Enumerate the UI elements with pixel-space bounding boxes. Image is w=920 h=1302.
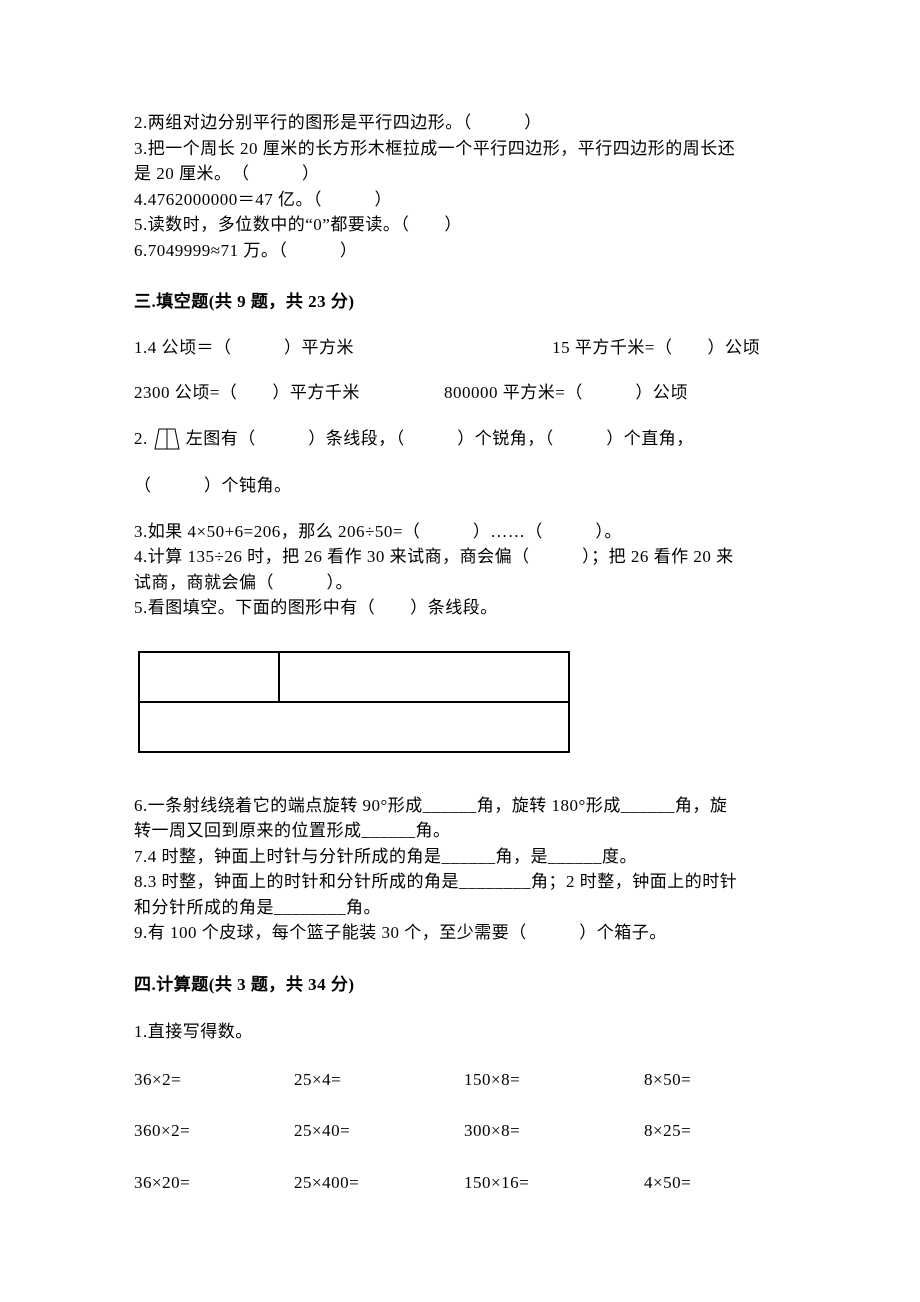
calc-cell: 150×16= — [464, 1170, 644, 1196]
calc-cell: 8×50= — [644, 1067, 784, 1093]
fill-q3-5: 3.如果 4×50+6=206，那么 206÷50=（ ）……（ ）。 4.计算… — [134, 519, 790, 621]
fill-q8-line1: 8.3 时整，钟面上的时针和分针所成的角是________角；2 时整，钟面上的… — [134, 869, 790, 895]
fill-q1b-right: 800000 平方米=（ ）公顷 — [444, 380, 688, 406]
fill-q1: 1.4 公顷＝（ ）平方米 15 平方千米=（ ）公顷 2300 公顷=（ ）平… — [134, 335, 790, 406]
fill-q4-line2: 试商，商就会偏（ ）。 — [134, 570, 790, 596]
fill-q7: 7.4 时整，钟面上时针与分针所成的角是______角，是______度。 — [134, 844, 790, 870]
calc-cell: 36×20= — [134, 1170, 294, 1196]
section4-title: 四.计算题(共 3 题，共 34 分) — [134, 972, 790, 998]
calc-cell: 25×400= — [294, 1170, 464, 1196]
calc-cell: 25×4= — [294, 1067, 464, 1093]
fill-q5: 5.看图填空。下面的图形中有（ ）条线段。 — [134, 595, 790, 621]
calc-cell: 360×2= — [134, 1118, 294, 1144]
calc-cell: 300×8= — [464, 1118, 644, 1144]
fill-q1a-left: 1.4 公顷＝（ ）平方米 — [134, 335, 354, 361]
calc-cell: 150×8= — [464, 1067, 644, 1093]
calc-cell: 8×25= — [644, 1118, 784, 1144]
fill-q9: 9.有 100 个皮球，每个篮子能装 30 个，至少需要（ ）个箱子。 — [134, 920, 790, 946]
table-cell — [139, 652, 279, 702]
figure-table — [138, 651, 570, 753]
calc-cell: 36×2= — [134, 1067, 294, 1093]
section3-title: 三.填空题(共 9 题，共 23 分) — [134, 289, 790, 315]
judge-q2: 2.两组对边分别平行的图形是平行四边形。（ ） — [134, 110, 790, 136]
page-root: 2.两组对边分别平行的图形是平行四边形。（ ） 3.把一个周长 20 厘米的长方… — [0, 0, 920, 1279]
fill-q2-line1: 2. 左图有（ ）条线段，（ ）个锐角，（ ）个直角， — [134, 426, 790, 460]
table-row — [139, 702, 569, 752]
fill-q1-row2: 2300 公顷=（ ）平方千米 800000 平方米=（ ）公顷 — [134, 380, 790, 406]
judge-q6: 6.7049999≈71 万。（ ） — [134, 238, 790, 264]
judge-q3-line1: 3.把一个周长 20 厘米的长方形木框拉成一个平行四边形，平行四边形的周长还 — [134, 136, 790, 162]
fill-q2-prefix: 2. — [134, 426, 148, 452]
calc-grid: 36×2= 25×4= 150×8= 8×50= 360×2= 25×40= 3… — [134, 1067, 790, 1196]
fill-q2-text-a: 左图有（ ）条线段，（ ）个锐角，（ ）个直角， — [186, 426, 694, 452]
fill-q2-text-b: （ ）个钝角。 — [134, 473, 790, 499]
judge-questions: 2.两组对边分别平行的图形是平行四边形。（ ） 3.把一个周长 20 厘米的长方… — [134, 110, 790, 263]
table-cell-merged — [139, 702, 569, 752]
table-row — [139, 652, 569, 702]
fill-q6-9: 6.一条射线绕着它的端点旋转 90°形成______角，旋转 180°形成___… — [134, 793, 790, 946]
judge-q4: 4.4762000000＝47 亿。（ ） — [134, 187, 790, 213]
fill-q1a-right: 15 平方千米=（ ）公顷 — [552, 335, 790, 361]
calc-cell: 25×40= — [294, 1118, 464, 1144]
fill-q2: 2. 左图有（ ）条线段，（ ）个锐角，（ ）个直角， （ ）个钝角。 — [134, 426, 790, 499]
calc-intro: 1.直接写得数。 — [134, 1019, 790, 1045]
trapezoid-icon — [152, 426, 182, 460]
fill-q6-line2: 转一周又回到原来的位置形成______角。 — [134, 818, 790, 844]
fill-q6-line1: 6.一条射线绕着它的端点旋转 90°形成______角，旋转 180°形成___… — [134, 793, 790, 819]
fill-q1-row1: 1.4 公顷＝（ ）平方米 15 平方千米=（ ）公顷 — [134, 335, 790, 361]
calc-cell: 4×50= — [644, 1170, 784, 1196]
table-figure — [138, 651, 790, 753]
table-cell — [279, 652, 569, 702]
judge-q3-line2: 是 20 厘米。 （ ） — [134, 161, 790, 187]
fill-q8-line2: 和分针所成的角是________角。 — [134, 895, 790, 921]
fill-q4-line1: 4.计算 135÷26 时，把 26 看作 30 来试商，商会偏（ ）；把 26… — [134, 544, 790, 570]
fill-q3: 3.如果 4×50+6=206，那么 206÷50=（ ）……（ ）。 — [134, 519, 790, 545]
fill-q1b-left: 2300 公顷=（ ）平方千米 — [134, 380, 444, 406]
judge-q5: 5.读数时，多位数中的“0”都要读。（ ） — [134, 212, 790, 238]
